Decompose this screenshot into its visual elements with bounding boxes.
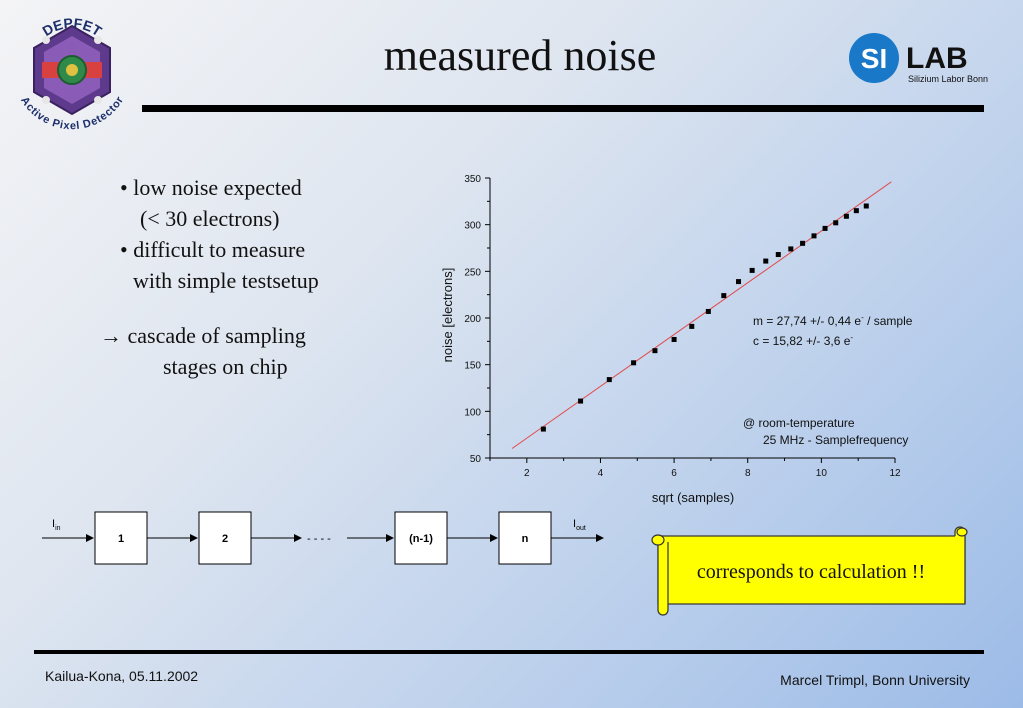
bullet-item: • difficult to measure xyxy=(100,234,390,265)
data-point xyxy=(833,220,838,225)
data-point xyxy=(844,214,849,219)
cascade-line: stages on chip xyxy=(100,351,380,382)
data-point xyxy=(776,252,781,257)
title-rule xyxy=(142,105,984,112)
data-point xyxy=(706,309,711,314)
output-label: Iout xyxy=(573,518,586,532)
y-tick-label: 350 xyxy=(464,174,481,185)
x-tick-label: 4 xyxy=(598,468,604,479)
data-point xyxy=(541,427,546,432)
data-point xyxy=(607,377,612,382)
stage-label-2: 2 xyxy=(222,533,228,545)
condition-annotation-temperature: @ room-temperature xyxy=(743,416,855,430)
x-axis-label: sqrt (samples) xyxy=(652,490,734,505)
data-point xyxy=(672,337,677,342)
slide-title: measured noise xyxy=(300,30,740,81)
bullet-item-continuation: (< 30 electrons) xyxy=(100,203,390,234)
cascade-text: → cascade of sampling stages on chip xyxy=(100,320,380,382)
stage-label-n-1: (n-1) xyxy=(409,533,433,545)
y-tick-label: 50 xyxy=(470,454,482,465)
x-tick-label: 2 xyxy=(524,468,530,479)
note-scroll: corresponds to calculation !! xyxy=(648,526,973,616)
x-tick-label: 8 xyxy=(745,468,751,479)
bullet-item-continuation: with simple testsetup xyxy=(100,265,390,296)
x-tick-label: 10 xyxy=(816,468,828,479)
condition-annotation-frequency: 25 MHz - Samplefrequency xyxy=(763,433,908,447)
x-tick-label: 12 xyxy=(889,468,901,479)
data-point xyxy=(823,226,828,231)
y-tick-label: 100 xyxy=(464,407,481,418)
noise-chart: 2 4 6 8 10 12 50 100 150 200 250 300 350 sqrt (sampl… xyxy=(430,165,960,510)
data-point xyxy=(812,233,817,238)
data-point xyxy=(763,259,768,264)
data-point xyxy=(854,208,859,213)
silab-logo-si: SI xyxy=(861,43,887,74)
data-point xyxy=(689,324,694,329)
y-axis-label: noise [electrons] xyxy=(440,268,455,363)
bullet-list: • low noise expected (< 30 electrons) • … xyxy=(100,172,390,296)
note-text: corresponds to calculation !! xyxy=(697,561,925,583)
data-point xyxy=(750,268,755,273)
stage-ellipsis: - - - - xyxy=(307,533,331,545)
data-point xyxy=(578,399,583,404)
x-tick-label: 6 xyxy=(671,468,677,479)
stage-label-1: 1 xyxy=(118,533,124,545)
bullet-item: • low noise expected xyxy=(100,172,390,203)
fit-annotation-intercept: c = 15,82 +/- 3,6 e- xyxy=(753,333,853,348)
y-tick-label: 300 xyxy=(464,221,481,232)
y-tick-label: 150 xyxy=(464,361,481,372)
depfet-logo: DEPFET Active Pixel Detector xyxy=(12,10,132,130)
stage-label-n: n xyxy=(522,533,529,545)
y-tick-label: 250 xyxy=(464,267,481,278)
footer-location-date: Kailua-Kona, 05.11.2002 xyxy=(45,668,198,684)
silab-logo: SI LAB Silizium Labor Bonn xyxy=(846,32,996,88)
silab-logo-subtitle: Silizium Labor Bonn xyxy=(908,74,988,84)
data-point xyxy=(631,360,636,365)
data-point xyxy=(721,293,726,298)
footer-author: Marcel Trimpl, Bonn University xyxy=(740,672,970,688)
input-label: Iin xyxy=(52,518,61,532)
data-point xyxy=(736,279,741,284)
cascade-diagram: Iin 1 2 - - - - (n-1) n Iout xyxy=(30,505,630,575)
y-tick-label: 200 xyxy=(464,314,481,325)
data-point xyxy=(864,204,869,209)
data-point xyxy=(652,348,657,353)
cascade-line: → cascade of sampling xyxy=(100,320,380,351)
fit-annotation-slope: m = 27,74 +/- 0,44 e- / sample xyxy=(753,313,913,328)
data-point xyxy=(800,241,805,246)
silab-logo-lab: LAB xyxy=(906,42,968,75)
data-point xyxy=(788,246,793,251)
footer-rule xyxy=(34,650,984,654)
